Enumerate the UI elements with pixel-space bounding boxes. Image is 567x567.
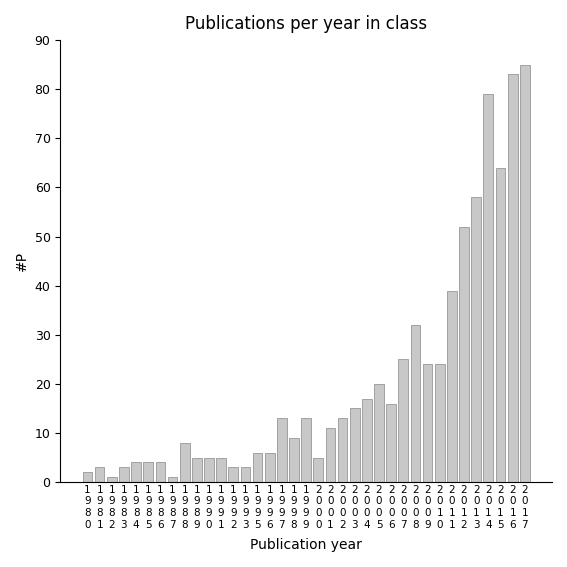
- Bar: [216, 458, 226, 482]
- Bar: [301, 418, 311, 482]
- Y-axis label: #P: #P: [15, 251, 29, 271]
- Bar: [180, 443, 189, 482]
- Bar: [240, 467, 250, 482]
- Bar: [143, 463, 153, 482]
- Bar: [362, 399, 372, 482]
- Bar: [399, 359, 408, 482]
- Bar: [314, 458, 323, 482]
- Bar: [168, 477, 177, 482]
- Bar: [83, 472, 92, 482]
- Bar: [447, 290, 457, 482]
- Bar: [204, 458, 214, 482]
- Title: Publications per year in class: Publications per year in class: [185, 15, 427, 33]
- Bar: [107, 477, 117, 482]
- Bar: [508, 74, 518, 482]
- Bar: [471, 197, 481, 482]
- Bar: [229, 467, 238, 482]
- Bar: [277, 418, 287, 482]
- X-axis label: Publication year: Publication year: [250, 538, 362, 552]
- Bar: [350, 408, 359, 482]
- Bar: [131, 463, 141, 482]
- Bar: [325, 428, 335, 482]
- Bar: [289, 438, 299, 482]
- Bar: [374, 384, 384, 482]
- Bar: [155, 463, 165, 482]
- Bar: [338, 418, 348, 482]
- Bar: [459, 227, 469, 482]
- Bar: [423, 364, 433, 482]
- Bar: [253, 452, 263, 482]
- Bar: [496, 168, 505, 482]
- Bar: [386, 404, 396, 482]
- Bar: [484, 94, 493, 482]
- Bar: [435, 364, 445, 482]
- Bar: [119, 467, 129, 482]
- Bar: [95, 467, 104, 482]
- Bar: [520, 65, 530, 482]
- Bar: [411, 325, 420, 482]
- Bar: [265, 452, 274, 482]
- Bar: [192, 458, 202, 482]
